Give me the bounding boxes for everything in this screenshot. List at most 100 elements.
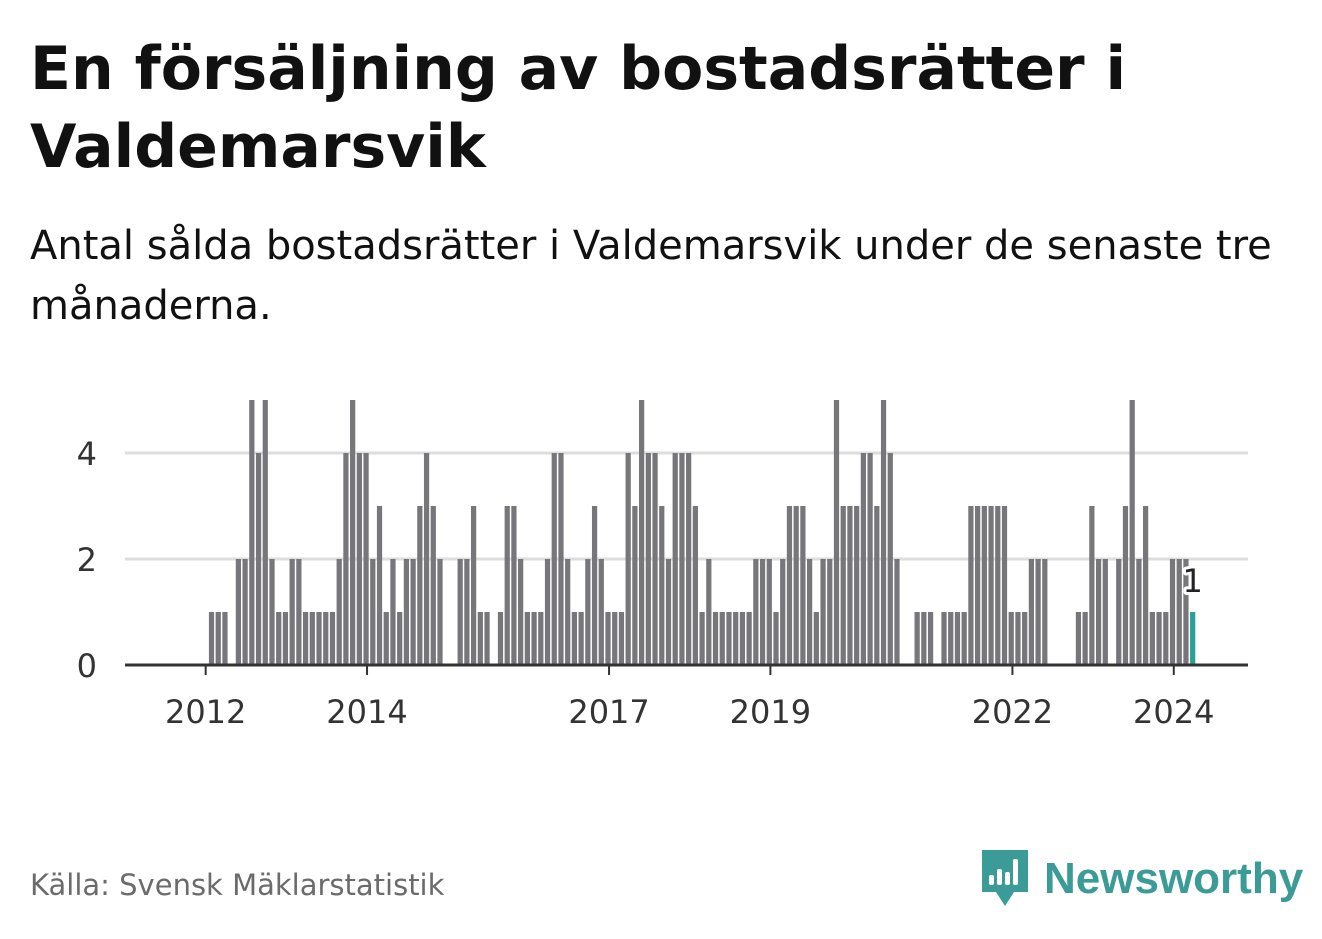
bar <box>1177 559 1182 665</box>
bar <box>458 559 463 665</box>
bar <box>437 559 442 665</box>
bar <box>874 506 879 665</box>
bar <box>639 400 644 665</box>
x-tick-label: 2022 <box>972 693 1053 731</box>
bar-highlight <box>1190 612 1195 665</box>
bar <box>894 559 899 665</box>
bar <box>1136 559 1141 665</box>
x-tick-label: 2014 <box>326 693 407 731</box>
bar <box>484 612 489 665</box>
bar <box>646 453 651 665</box>
bar <box>975 506 980 665</box>
bar <box>841 506 846 665</box>
bar <box>397 612 402 665</box>
bar <box>773 612 778 665</box>
bar <box>605 612 610 665</box>
bar <box>1096 559 1101 665</box>
bar <box>350 400 355 665</box>
bar <box>384 612 389 665</box>
bar <box>834 400 839 665</box>
bar <box>693 506 698 665</box>
bar <box>921 612 926 665</box>
bar <box>740 612 745 665</box>
bar <box>1089 506 1094 665</box>
bar <box>1150 612 1155 665</box>
bar <box>1002 506 1007 665</box>
source-note: Källa: Svensk Mäklarstatistik <box>30 868 444 902</box>
bar <box>1170 559 1175 665</box>
bar <box>847 506 852 665</box>
bar <box>982 506 987 665</box>
bar <box>545 559 550 665</box>
bar <box>861 453 866 665</box>
bar <box>820 559 825 665</box>
bar <box>316 612 321 665</box>
bar <box>323 612 328 665</box>
bar <box>478 612 483 665</box>
bar <box>807 559 812 665</box>
bar <box>800 506 805 665</box>
bar <box>1015 612 1020 665</box>
bar <box>955 612 960 665</box>
bar <box>579 612 584 665</box>
bar <box>888 453 893 665</box>
bar <box>1130 400 1135 665</box>
bar <box>222 612 227 665</box>
bar <box>296 559 301 665</box>
bar <box>424 453 429 665</box>
bar <box>599 559 604 665</box>
bar <box>337 559 342 665</box>
bar <box>256 453 261 665</box>
y-tick-label: 4 <box>77 435 97 473</box>
bar <box>471 506 476 665</box>
bar <box>941 612 946 665</box>
bar <box>699 612 704 665</box>
bar <box>592 506 597 665</box>
bar <box>216 612 221 665</box>
bar <box>390 559 395 665</box>
newsworthy-logo-icon <box>980 848 1030 910</box>
bar <box>760 559 765 665</box>
bar <box>928 612 933 665</box>
y-tick-label: 2 <box>77 541 97 579</box>
bar <box>209 612 214 665</box>
bar <box>733 612 738 665</box>
bar <box>881 400 886 665</box>
bar <box>236 559 241 665</box>
bar <box>753 559 758 665</box>
bar <box>303 612 308 665</box>
bar <box>1022 612 1027 665</box>
bar <box>565 559 570 665</box>
bar <box>464 559 469 665</box>
bar <box>269 559 274 665</box>
bar <box>794 506 799 665</box>
bar <box>1076 612 1081 665</box>
chart-subtitle: Antal sålda bostadsrätter i Valdemarsvik… <box>30 216 1295 336</box>
bar <box>411 559 416 665</box>
bar <box>283 612 288 665</box>
bar <box>995 506 1000 665</box>
bar <box>1156 612 1161 665</box>
bar <box>531 612 536 665</box>
bar <box>417 506 422 665</box>
bar <box>948 612 953 665</box>
chart-title: En försäljning av bostadsrätter i Valdem… <box>30 30 1290 186</box>
bar <box>1042 559 1047 665</box>
newsworthy-logo[interactable]: Newsworthy <box>980 848 1303 910</box>
bar <box>988 506 993 665</box>
bar <box>370 559 375 665</box>
bar <box>626 453 631 665</box>
bar <box>276 612 281 665</box>
bar <box>747 612 752 665</box>
x-tick-label: 2012 <box>165 693 246 731</box>
bar <box>767 559 772 665</box>
bar <box>357 453 362 665</box>
bar <box>827 559 832 665</box>
brand-name: Newsworthy <box>1044 854 1303 904</box>
bar <box>854 506 859 665</box>
bar <box>1116 559 1121 665</box>
bar <box>814 612 819 665</box>
bar <box>713 612 718 665</box>
bar <box>679 453 684 665</box>
